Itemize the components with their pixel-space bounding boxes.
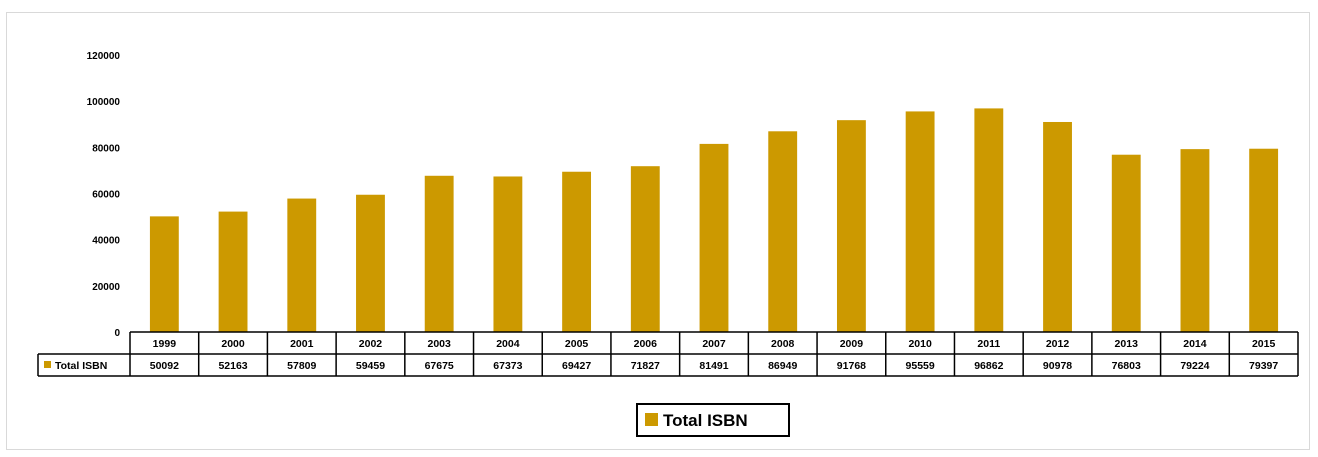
bar-2007 — [699, 143, 729, 332]
data-label: 90978 — [1043, 360, 1072, 372]
data-label: 79224 — [1180, 360, 1209, 372]
bar-2008 — [768, 131, 798, 332]
bar-2015 — [1249, 148, 1279, 332]
x-tick-label: 2001 — [290, 338, 314, 350]
x-tick-label: 2009 — [840, 338, 864, 350]
data-label: 57809 — [287, 360, 316, 372]
data-label: 96862 — [974, 360, 1003, 372]
data-label: 71827 — [631, 360, 660, 372]
legend: Total ISBN — [636, 403, 790, 437]
data-label: 52163 — [218, 360, 247, 372]
bar-2009 — [836, 120, 866, 332]
data-label: 59459 — [356, 360, 385, 372]
y-tick-label: 20000 — [92, 282, 120, 293]
x-tick-label: 2007 — [702, 338, 726, 350]
table-series-label: Total ISBN — [55, 360, 107, 372]
bar-2011 — [974, 108, 1004, 332]
data-label: 86949 — [768, 360, 797, 372]
bar-2005 — [562, 171, 592, 332]
legend-swatch — [645, 413, 658, 426]
y-tick-label: 40000 — [92, 236, 120, 247]
bar-2000 — [218, 211, 248, 332]
x-tick-label: 2006 — [634, 338, 658, 350]
data-label: 95559 — [906, 360, 935, 372]
bar-2013 — [1111, 154, 1141, 332]
x-tick-label: 2004 — [496, 338, 520, 350]
y-tick-label: 100000 — [87, 97, 121, 108]
bar-2004 — [493, 176, 523, 332]
data-table: 1999 50092 2000 52163 2001 57809 2002 59459 2003… — [37, 331, 1299, 377]
data-label: 91768 — [837, 360, 866, 372]
x-tick-label: 2013 — [1115, 338, 1139, 350]
y-tick-label: 0 — [114, 328, 120, 339]
data-label: 69427 — [562, 360, 591, 372]
x-tick-label: 2000 — [221, 338, 245, 350]
x-tick-label: 2002 — [359, 338, 383, 350]
bar-2014 — [1180, 149, 1210, 332]
bar-1999 — [149, 216, 179, 332]
x-tick-label: 2003 — [427, 338, 451, 350]
y-axis-ticks: 0 20000 40000 60000 80000 100000 120000 — [87, 51, 121, 339]
x-tick-label: 1999 — [153, 338, 177, 350]
y-tick-label: 80000 — [92, 143, 120, 154]
legend-box — [636, 403, 790, 437]
x-tick-label: 2010 — [908, 338, 932, 350]
legend-label: Total ISBN — [663, 411, 748, 430]
data-label: 67373 — [493, 360, 522, 372]
bar-2001 — [287, 198, 317, 332]
table-legend-key — [44, 361, 51, 368]
y-tick-label: 60000 — [92, 190, 120, 201]
y-tick-label: 120000 — [87, 51, 121, 62]
bar-2012 — [1043, 121, 1072, 332]
bar-2006 — [630, 166, 660, 332]
x-tick-label: 2012 — [1046, 338, 1070, 350]
bars — [149, 108, 1279, 333]
x-tick-label: 2011 — [977, 338, 1000, 350]
x-tick-label: 2015 — [1252, 338, 1276, 350]
data-label: 81491 — [699, 360, 728, 372]
bar-2003 — [424, 175, 454, 332]
x-tick-label: 2005 — [565, 338, 589, 350]
x-tick-label: 2008 — [771, 338, 795, 350]
data-label: 67675 — [425, 360, 454, 372]
data-label: 79397 — [1249, 360, 1278, 372]
bar-2002 — [356, 194, 385, 332]
data-label: 50092 — [150, 360, 179, 372]
data-label: 76803 — [1112, 360, 1141, 372]
bar-2010 — [905, 111, 935, 333]
x-tick-label: 2014 — [1183, 338, 1207, 350]
